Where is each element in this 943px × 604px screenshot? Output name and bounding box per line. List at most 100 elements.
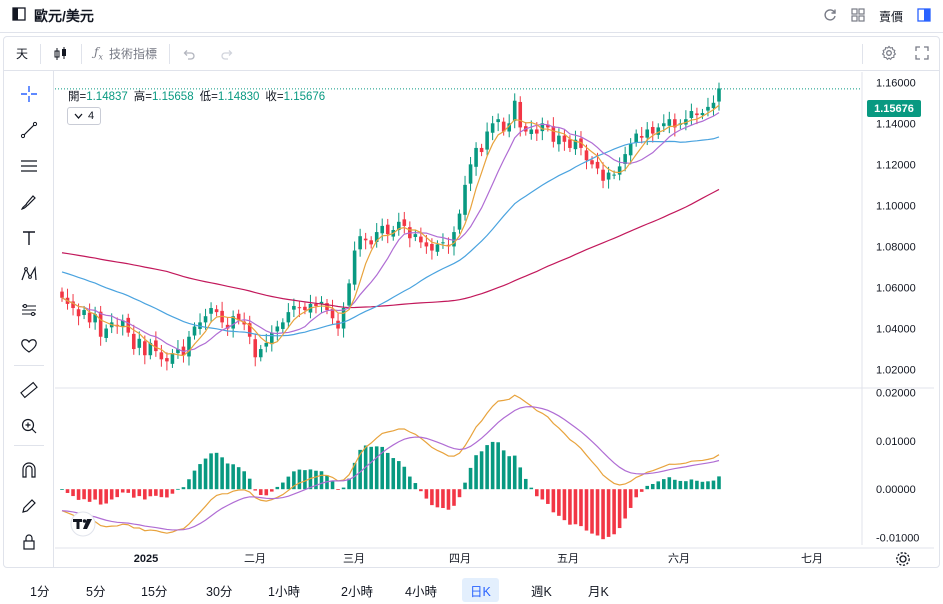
macd-histogram-bar (501, 450, 506, 490)
macd-histogram-bar (650, 483, 655, 490)
candle-body (154, 340, 158, 352)
logo-wedge (83, 519, 92, 529)
tradingview-logo-icon (70, 511, 96, 537)
candle-body (474, 147, 478, 167)
timeframe-button[interactable]: 2小時 (341, 584, 373, 599)
timeframe-button[interactable]: 4小時 (405, 584, 437, 599)
horizontal-lines-icon[interactable] (18, 155, 40, 177)
macd-histogram-bar (496, 442, 500, 490)
magnet-icon[interactable] (18, 459, 40, 481)
panel-toggle-icon[interactable] (917, 8, 931, 25)
macd-histogram-bar (126, 489, 131, 493)
macd-histogram-bar (628, 489, 633, 508)
indicator-collapse-button[interactable]: 4 (67, 107, 101, 125)
timeframe-button[interactable]: 15分 (141, 584, 168, 599)
macd-tick-label: 0.02000 (876, 387, 916, 399)
projection-icon[interactable] (18, 299, 40, 321)
undo-button[interactable] (170, 37, 208, 70)
candle-body (463, 184, 467, 215)
candle-body (374, 232, 379, 242)
price-chart[interactable]: 1.16000 1.14000 1.12000 1.10000 1.08000 1.060… (0, 0, 943, 576)
timeframe-button[interactable]: 日K (462, 578, 499, 602)
indicators-button[interactable]: ƒx 技術指標 (82, 37, 169, 70)
candle-body (612, 174, 616, 176)
macd-histogram-bar (667, 477, 672, 490)
macd-histogram-bar (308, 469, 313, 490)
macd-histogram-bar (413, 483, 418, 490)
macd-line (61, 394, 720, 534)
candle-body (314, 303, 318, 306)
timeframe-button[interactable]: 1分 (30, 584, 50, 599)
layout-grid-icon[interactable] (851, 8, 865, 25)
ruler-icon[interactable] (18, 379, 40, 401)
candle-body (192, 326, 197, 336)
candle-body (209, 308, 213, 314)
candle-body (275, 326, 280, 332)
trend-line-icon[interactable] (18, 119, 40, 141)
settings-gear-icon[interactable] (881, 45, 897, 64)
toolbar-divider (169, 43, 170, 64)
candle-body (584, 150, 589, 161)
candle-body (187, 336, 191, 357)
candle-body (231, 316, 235, 329)
macd-histogram-bar (424, 489, 429, 499)
candle-body (385, 224, 390, 235)
macd-histogram-bar (209, 453, 213, 490)
candle-body (236, 313, 241, 321)
candle-body (457, 213, 462, 230)
macd-histogram-bar (369, 446, 373, 490)
price-side-label[interactable]: 賣價 (878, 10, 903, 24)
chart-type-button[interactable] (41, 37, 81, 70)
chevron-down-icon (74, 113, 83, 119)
macd-histogram-bar (485, 445, 489, 490)
macd-histogram-bar (617, 489, 622, 529)
macd-histogram-bar (419, 489, 423, 492)
brush-icon[interactable] (18, 191, 40, 213)
timeframe-button[interactable]: 5分 (86, 584, 106, 599)
timeframe-button[interactable]: 週K (531, 584, 552, 599)
toolbar-divider (14, 445, 44, 446)
candle-body (203, 316, 208, 323)
macd-histogram-bar (507, 456, 511, 490)
pattern-icon[interactable] (18, 263, 40, 285)
sidebar-toggle-icon[interactable] (12, 6, 26, 26)
macd-histogram-bar (435, 489, 440, 508)
fullscreen-icon[interactable] (915, 45, 929, 63)
macd-histogram-bar (281, 482, 285, 490)
heart-icon[interactable] (18, 335, 40, 357)
macd-histogram-bar (82, 489, 86, 500)
candle-body (258, 349, 263, 358)
timeframe-button[interactable]: 1小時 (268, 584, 300, 599)
macd-histogram-bar (695, 480, 699, 490)
chart-toolbar: 天 ƒx 技術指標 (4, 37, 939, 71)
macd-histogram-bar (711, 480, 716, 490)
candle-body (673, 119, 677, 128)
lock-icon[interactable] (18, 531, 40, 553)
candle-body (452, 232, 456, 247)
macd-histogram-bar (601, 489, 605, 540)
refresh-icon[interactable] (823, 8, 837, 25)
macd-histogram-bar (490, 441, 495, 490)
crosshair-icon[interactable] (18, 83, 40, 105)
candle-body (501, 121, 506, 132)
price-tick-label: 1.10000 (876, 200, 916, 212)
zoom-in-icon[interactable] (18, 415, 40, 437)
text-tool-icon[interactable] (18, 227, 40, 249)
macd-histogram-bar (170, 489, 175, 494)
macd-histogram-bar (573, 489, 578, 525)
macd-tick-label: 0.01000 (876, 436, 916, 448)
candle-body (352, 250, 357, 285)
candle-body (369, 240, 373, 245)
timeframe-button[interactable]: 30分 (206, 584, 233, 599)
candle-body (98, 311, 103, 337)
macd-histogram-bar (430, 489, 434, 506)
pencil-lock-icon[interactable] (18, 495, 40, 517)
candle-body (270, 332, 274, 345)
candle-body (551, 126, 556, 142)
macd-histogram-bar (639, 489, 644, 492)
candle-body (695, 113, 699, 116)
redo-button[interactable] (208, 37, 246, 70)
candle-body (247, 323, 252, 337)
timeframe-button[interactable]: 月K (588, 584, 609, 599)
interval-button[interactable]: 天 (4, 37, 40, 70)
